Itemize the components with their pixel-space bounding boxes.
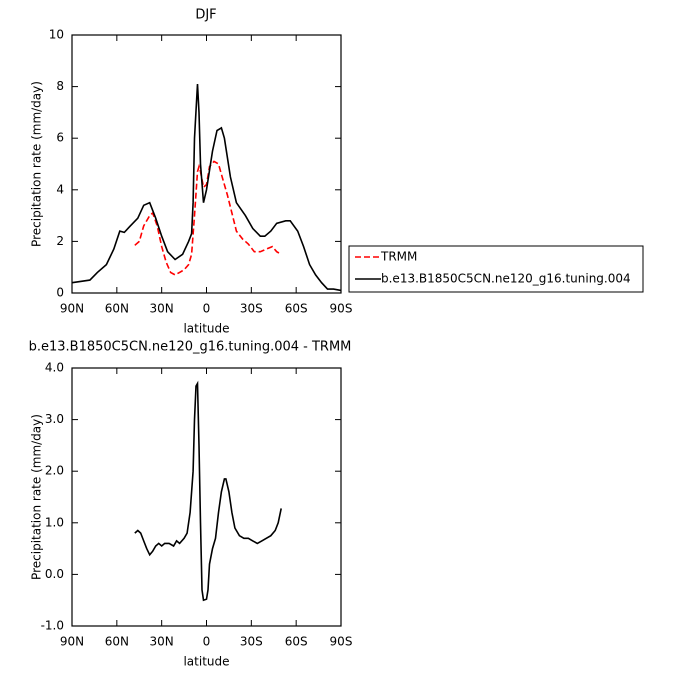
- y-tick-label: 2: [56, 234, 64, 248]
- chart-title: DJF: [195, 8, 216, 23]
- data-line: [134, 380, 282, 602]
- plot-frame: [71, 367, 342, 627]
- x-tick-label: 90S: [330, 302, 353, 316]
- x-tick-label: 30S: [240, 635, 263, 649]
- x-tick-label: 60S: [285, 302, 308, 316]
- y-tick-label: 8: [56, 79, 64, 93]
- x-tick-label: 60N: [105, 302, 129, 316]
- data-line: [71, 83, 342, 292]
- y-axis-label: Precipitation rate (mm/day): [30, 414, 44, 580]
- y-tick-label: 2.0: [45, 464, 64, 478]
- x-tick-label: 0: [203, 302, 211, 316]
- y-tick-label: 0: [56, 286, 64, 300]
- legend-label: TRMM: [380, 250, 417, 264]
- x-tick-label: 30N: [150, 635, 174, 649]
- y-tick-label: -1.0: [41, 619, 64, 633]
- y-tick-label: 4: [56, 182, 64, 196]
- plot-frame: [71, 34, 342, 294]
- legend-label: b.e13.B1850C5CN.ne120_g16.tuning.004: [381, 272, 631, 286]
- x-tick-label: 30N: [150, 302, 174, 316]
- y-tick-label: 0.0: [45, 567, 64, 581]
- x-tick-label: 30S: [240, 302, 263, 316]
- x-tick-label: 60S: [285, 635, 308, 649]
- x-tick-label: 90N: [60, 635, 84, 649]
- x-tick-label: 0: [203, 635, 211, 649]
- legend-box: [348, 245, 644, 293]
- chart-title: b.e13.B1850C5CN.ne120_g16.tuning.004 - T…: [29, 340, 352, 355]
- y-tick-label: 4.0: [45, 361, 64, 375]
- x-tick-label: 60N: [105, 635, 129, 649]
- y-tick-label: 10: [49, 28, 64, 42]
- y-tick-label: 1.0: [45, 515, 64, 529]
- x-axis-label: latitude: [183, 322, 229, 336]
- y-tick-label: 3.0: [45, 412, 64, 426]
- x-axis-label: latitude: [183, 655, 229, 669]
- x-tick-label: 90S: [330, 635, 353, 649]
- y-axis-label: Precipitation rate (mm/day): [30, 81, 44, 247]
- y-tick-label: 6: [56, 131, 64, 145]
- x-tick-label: 90N: [60, 302, 84, 316]
